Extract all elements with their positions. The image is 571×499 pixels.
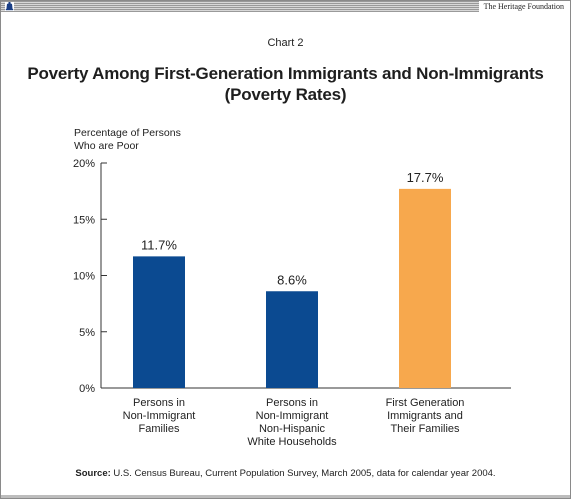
y-tick-label: 20% bbox=[73, 158, 95, 170]
bar-value-label: 17.7% bbox=[407, 170, 444, 185]
category-label-line: Persons in bbox=[266, 397, 318, 409]
chart-title-line-2: (Poverty Rates) bbox=[224, 85, 347, 104]
category-label-line: Families bbox=[138, 423, 180, 435]
bar bbox=[133, 256, 185, 388]
header-bar: The Heritage Foundation bbox=[1, 1, 570, 12]
y-axis-label-line-1: Percentage of Persons bbox=[74, 127, 181, 139]
bar bbox=[266, 291, 318, 388]
bar bbox=[399, 188, 451, 388]
bar-value-label: 11.7% bbox=[141, 237, 177, 252]
category-label-line: Non-Immigrant bbox=[122, 410, 196, 422]
category-label-line: White Households bbox=[247, 436, 337, 448]
y-tick-label: 10% bbox=[73, 271, 95, 283]
category-label-line: Non-Hispanic bbox=[258, 423, 326, 435]
source-label: Source: bbox=[75, 468, 111, 479]
source-note: Source: U.S. Census Bureau, Current Popu… bbox=[1, 468, 570, 479]
source-text: U.S. Census Bureau, Current Population S… bbox=[110, 468, 496, 479]
y-tick-label: 0% bbox=[79, 383, 95, 395]
chart-title-line-1: Poverty Among First-Generation Immigrant… bbox=[27, 64, 544, 83]
y-axis-label: Percentage of Persons Who are Poor bbox=[74, 127, 181, 153]
bar-value-label: 8.6% bbox=[277, 272, 307, 287]
organization-name: The Heritage Foundation bbox=[478, 1, 570, 12]
category-label: First Generation Immigrants and Their Fami… bbox=[365, 397, 485, 436]
y-axis-label-line-2: Who are Poor bbox=[74, 140, 139, 152]
category-label-line: Immigrants and bbox=[387, 410, 463, 422]
liberty-bell-icon bbox=[5, 2, 14, 11]
y-tick-label: 5% bbox=[79, 327, 95, 339]
category-label-line: Non-Immigrant bbox=[255, 410, 329, 422]
category-label-line: First Generation bbox=[385, 397, 465, 409]
category-label-line: Persons in bbox=[133, 397, 185, 409]
y-tick-label: 15% bbox=[73, 214, 95, 226]
bottom-border bbox=[1, 495, 570, 498]
category-label: Persons in Non-Immigrant Families bbox=[99, 397, 219, 436]
category-label: Persons in Non-Immigrant Non-Hispanic White… bbox=[232, 397, 352, 449]
chart-number: Chart 2 bbox=[267, 37, 304, 49]
category-label-line: Their Families bbox=[390, 423, 460, 435]
chart-title: Poverty Among First-Generation Immigrant… bbox=[1, 63, 570, 105]
